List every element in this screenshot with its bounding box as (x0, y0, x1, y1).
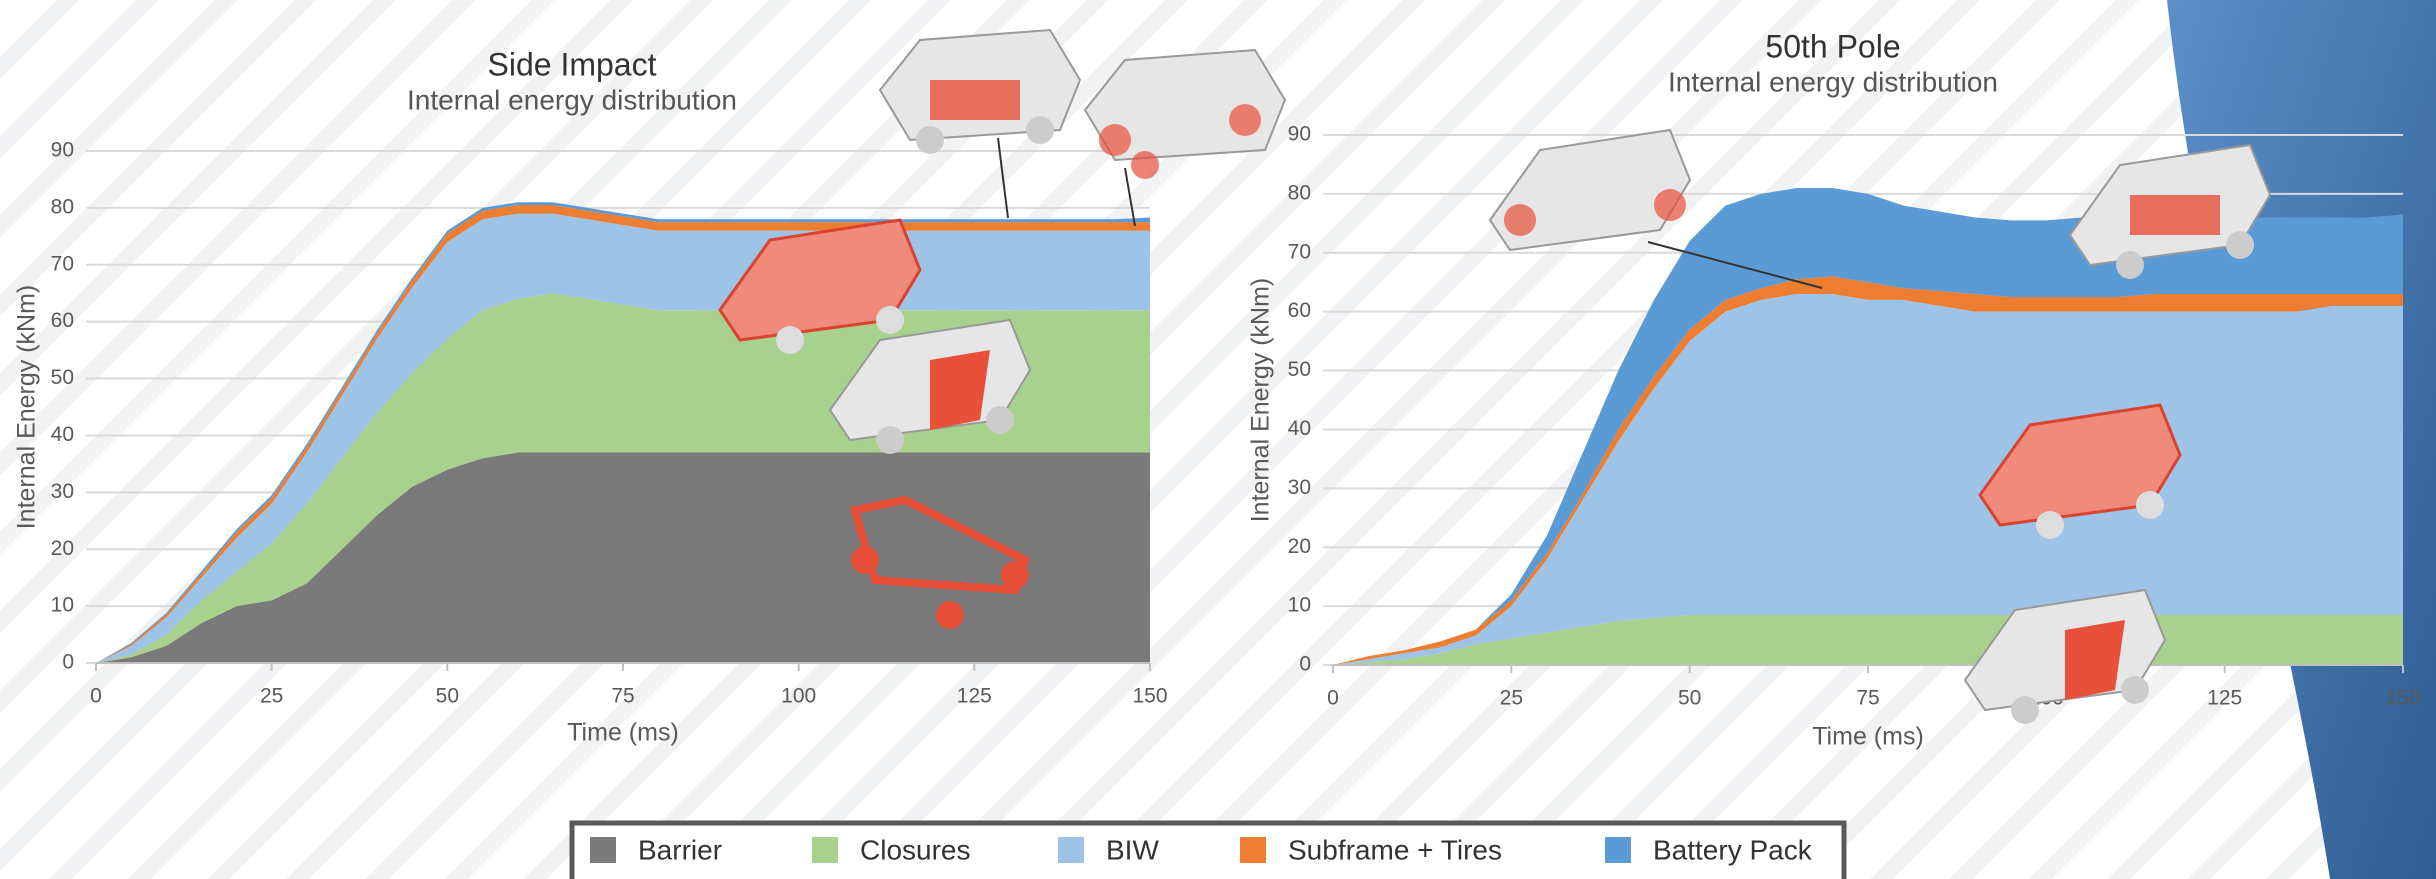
x-axis-label: Time (ms) (1812, 723, 1924, 751)
legend-swatch (590, 837, 616, 863)
y-tick-label: 90 (51, 139, 74, 162)
legend-label: BIW (1106, 834, 1159, 865)
y-tick-label: 10 (1288, 594, 1311, 617)
legend-label: Battery Pack (1653, 834, 1813, 865)
y-tick-label: 0 (62, 651, 74, 674)
legend-swatch (812, 837, 838, 863)
y-tick-label: 80 (51, 195, 74, 218)
y-axis-label: Internal Energy (kNm) (1247, 278, 1275, 523)
legend-label: Subframe + Tires (1288, 834, 1502, 865)
x-tick-label: 50 (1678, 687, 1701, 710)
car-icon (880, 30, 1080, 154)
pointer-line (1125, 168, 1135, 226)
y-tick-label: 50 (1288, 358, 1311, 381)
y-tick-label: 90 (1288, 123, 1311, 146)
x-tick-label: 25 (1500, 687, 1523, 710)
x-tick-label: 150 (1132, 685, 1167, 708)
y-tick-label: 80 (1288, 181, 1311, 204)
chart-subtitle: Internal energy distribution (407, 84, 737, 115)
x-tick-label: 25 (260, 685, 283, 708)
y-tick-label: 20 (51, 537, 74, 560)
x-tick-label: 150 (2385, 687, 2420, 710)
legend-swatch (1605, 837, 1631, 863)
x-tick-label: 125 (957, 685, 992, 708)
y-tick-label: 60 (51, 309, 74, 332)
x-tick-label: 100 (781, 685, 816, 708)
y-tick-label: 70 (51, 252, 74, 275)
x-tick-label: 75 (611, 685, 634, 708)
y-tick-label: 30 (51, 480, 74, 503)
x-tick-label: 75 (1856, 687, 1879, 710)
y-tick-label: 40 (51, 423, 74, 446)
car-icon (1490, 130, 1690, 250)
y-tick-label: 40 (1288, 417, 1311, 440)
area: BIW (1333, 294, 2403, 665)
page: 01020304050607080900255075100125150Barri… (0, 0, 2436, 879)
y-tick-label: 20 (1288, 535, 1311, 558)
legend-swatch (1240, 837, 1266, 863)
y-tick-label: 0 (1299, 653, 1311, 676)
legend-swatch (1058, 837, 1084, 863)
car-icon (1085, 50, 1285, 179)
y-tick-label: 10 (51, 594, 74, 617)
y-tick-label: 60 (1288, 299, 1311, 322)
x-tick-label: 50 (436, 685, 459, 708)
y-axis-label: Internal Energy (kNm) (13, 285, 41, 530)
chart-title: Side Impact (488, 46, 657, 82)
chart-title: 50th Pole (1765, 28, 1900, 64)
legend-label: Closures (860, 834, 970, 865)
y-tick-label: 30 (1288, 476, 1311, 499)
x-tick-label: 0 (90, 685, 102, 708)
legend-label: Barrier (638, 834, 722, 865)
chart-subtitle: Internal energy distribution (1668, 66, 1998, 97)
x-tick-label: 125 (2207, 687, 2242, 710)
x-tick-label: 0 (1327, 687, 1339, 710)
y-tick-label: 70 (1288, 240, 1311, 263)
y-tick-label: 50 (51, 366, 74, 389)
x-axis-label: Time (ms) (567, 719, 679, 747)
